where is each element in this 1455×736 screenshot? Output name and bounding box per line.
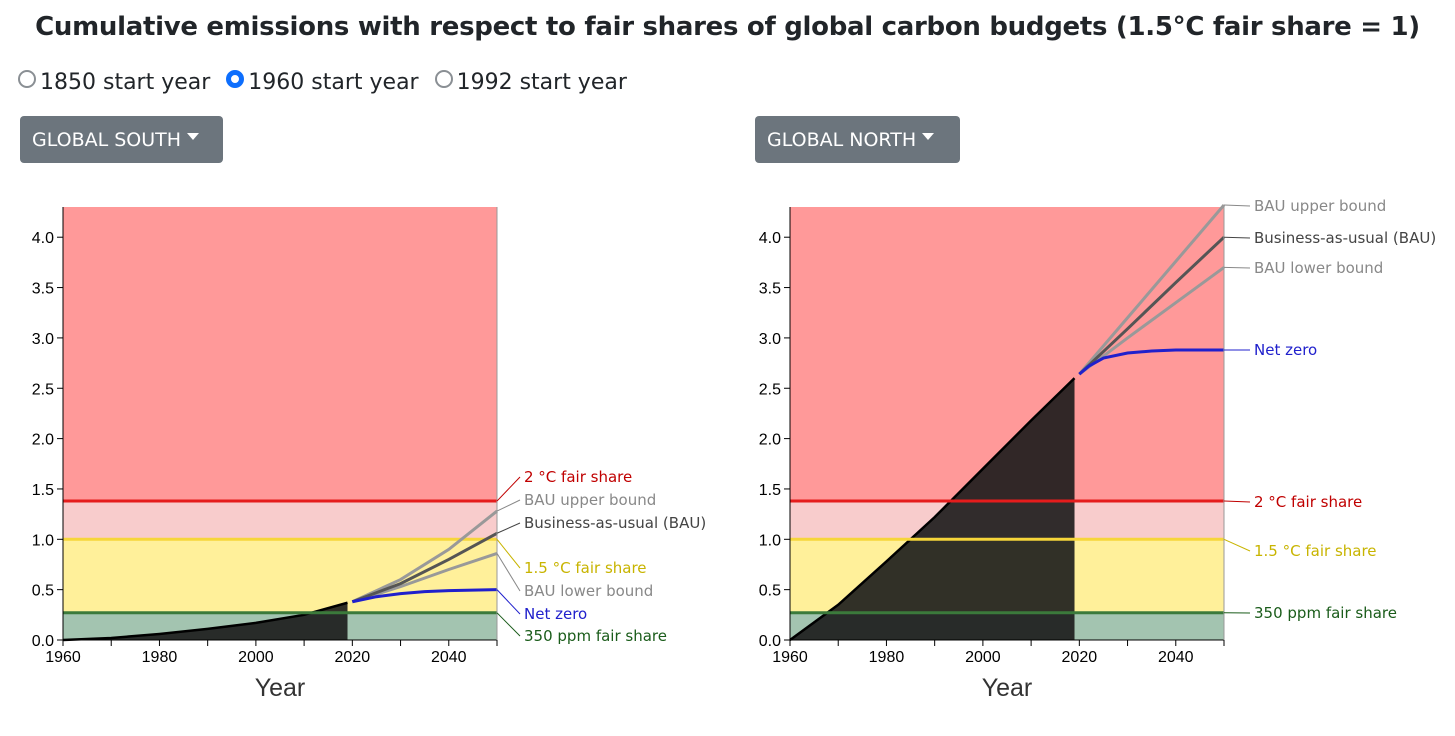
bau-line	[351, 531, 498, 604]
label-bau: Business-as-usual (BAU)	[1254, 229, 1436, 247]
x-tick-label: 2040	[431, 649, 467, 666]
region-dropdown-north-label: GLOBAL NORTH	[767, 128, 917, 151]
y-tick-label: 1.5	[32, 482, 54, 499]
chart-global-south: 0.0 0.5 1.0 1.5 2.0 2.5 3.0 3.5 4.0 1960 1980 2000 2…	[32, 207, 706, 702]
label-leader-line	[496, 553, 521, 592]
label-leader-line	[496, 612, 521, 637]
label-bau-lower: BAU lower bound	[524, 582, 653, 600]
label-leader-line	[1223, 204, 1251, 207]
x-tick-label: 2020	[335, 649, 371, 666]
y-tick-label: 0.0	[32, 633, 54, 650]
x-tick-label: 2040	[1158, 649, 1194, 666]
y-tick-label: 3.0	[32, 331, 54, 348]
y-tick-label: 0.0	[759, 633, 781, 650]
y-tick-label: 2.5	[32, 381, 54, 398]
radio-1850[interactable]: 1850 start year	[18, 69, 211, 95]
label-leader-line	[496, 499, 521, 512]
x-axis-title: Year	[982, 674, 1033, 702]
label-net-zero: Net zero	[524, 605, 587, 623]
radio-1960-label: 1960 start year	[248, 70, 419, 95]
label-leader-line	[496, 476, 521, 502]
label-two-deg: 2 °C fair share	[524, 468, 632, 486]
region-dropdown-south[interactable]: GLOBAL SOUTH	[20, 116, 223, 163]
y-tick-label: 2.5	[759, 381, 781, 398]
bau-upper-bound-line	[1078, 204, 1226, 376]
x-tick-label: 2020	[1062, 649, 1098, 666]
y-tick-label: 1.0	[759, 532, 781, 549]
y-tick-label: 2.0	[759, 432, 781, 449]
label-ppm350: 350 ppm fair share	[524, 627, 667, 645]
label-bau: Business-as-usual (BAU)	[524, 514, 706, 532]
label-bau-upper: BAU upper bound	[1254, 197, 1386, 215]
caret-down-icon	[187, 133, 200, 140]
label-leader-line	[496, 538, 521, 569]
label-bau-lower: BAU lower bound	[1254, 259, 1383, 277]
label-bau-upper: BAU upper bound	[524, 491, 656, 509]
region-dropdown-south-label: GLOBAL SOUTH	[32, 128, 182, 151]
net-zero-line	[1078, 348, 1224, 376]
radio-1992-circle[interactable]	[434, 69, 453, 88]
x-tick-label: 2000	[238, 649, 274, 666]
bau-lower-bound-line	[1078, 266, 1225, 376]
radio-1850-label: 1850 start year	[40, 70, 211, 95]
region-dropdown-north[interactable]: GLOBAL NORTH	[755, 116, 960, 163]
label-leader-line	[1223, 500, 1251, 503]
y-tick-label: 0.5	[32, 583, 54, 600]
start-year-radio-group: 1850 start year 1960 start year 1992 sta…	[18, 69, 627, 95]
y-tick-label: 0.5	[759, 583, 781, 600]
label-leader-line	[1223, 236, 1251, 239]
x-tick-label: 2000	[965, 649, 1001, 666]
chart-global-north: 0.0 0.5 1.0 1.5 2.0 2.5 3.0 3.5 4.0 1960 1980 2000 2…	[759, 197, 1436, 702]
x-tick-label: 1980	[869, 649, 905, 666]
label-ppm350: 350 ppm fair share	[1254, 604, 1397, 622]
zone-2deg-to-1-5deg	[63, 501, 497, 540]
radio-1960[interactable]: 1960 start year	[226, 69, 419, 95]
x-tick-label: 1960	[45, 649, 81, 666]
label-leader-line	[496, 522, 521, 534]
y-tick-label: 3.5	[759, 281, 781, 298]
net-zero-line	[352, 588, 498, 604]
historical-emissions-line	[789, 377, 1076, 642]
y-tick-label: 4.0	[759, 230, 781, 247]
label-one-five: 1.5 °C fair share	[1254, 542, 1377, 560]
y-tick-label: 4.0	[32, 230, 54, 247]
page-title: Cumulative emissions with respect to fai…	[35, 12, 1420, 42]
x-axis-title: Year	[255, 674, 306, 702]
zone-above-2deg	[63, 207, 497, 502]
caret-down-icon	[922, 133, 935, 140]
historical-emissions-area	[790, 378, 1075, 640]
label-net-zero: Net zero	[1254, 341, 1317, 359]
historical-emissions-area	[63, 602, 348, 640]
label-one-five: 1.5 °C fair share	[524, 559, 647, 577]
bau-line	[1078, 236, 1226, 376]
y-tick-label: 3.5	[32, 281, 54, 298]
y-tick-label: 2.0	[32, 432, 54, 449]
radio-1850-circle[interactable]	[18, 69, 36, 88]
radio-1960-circle[interactable]	[226, 69, 245, 88]
bau-upper-bound-line	[351, 509, 498, 604]
radio-1992-label: 1992 start year	[456, 70, 627, 95]
x-tick-label: 1960	[772, 649, 808, 666]
label-leader-line	[1223, 266, 1251, 269]
label-leader-line	[1223, 538, 1251, 552]
y-tick-label: 3.0	[759, 331, 781, 348]
label-leader-line	[496, 589, 521, 615]
historical-emissions-line	[62, 601, 348, 642]
y-tick-label: 1.5	[759, 482, 781, 499]
zone-1-5deg-to-350ppm	[63, 539, 497, 613]
radio-1992[interactable]: 1992 start year	[434, 69, 627, 95]
label-two-deg: 2 °C fair share	[1254, 493, 1362, 511]
x-tick-label: 1980	[142, 649, 178, 666]
y-tick-label: 1.0	[32, 532, 54, 549]
